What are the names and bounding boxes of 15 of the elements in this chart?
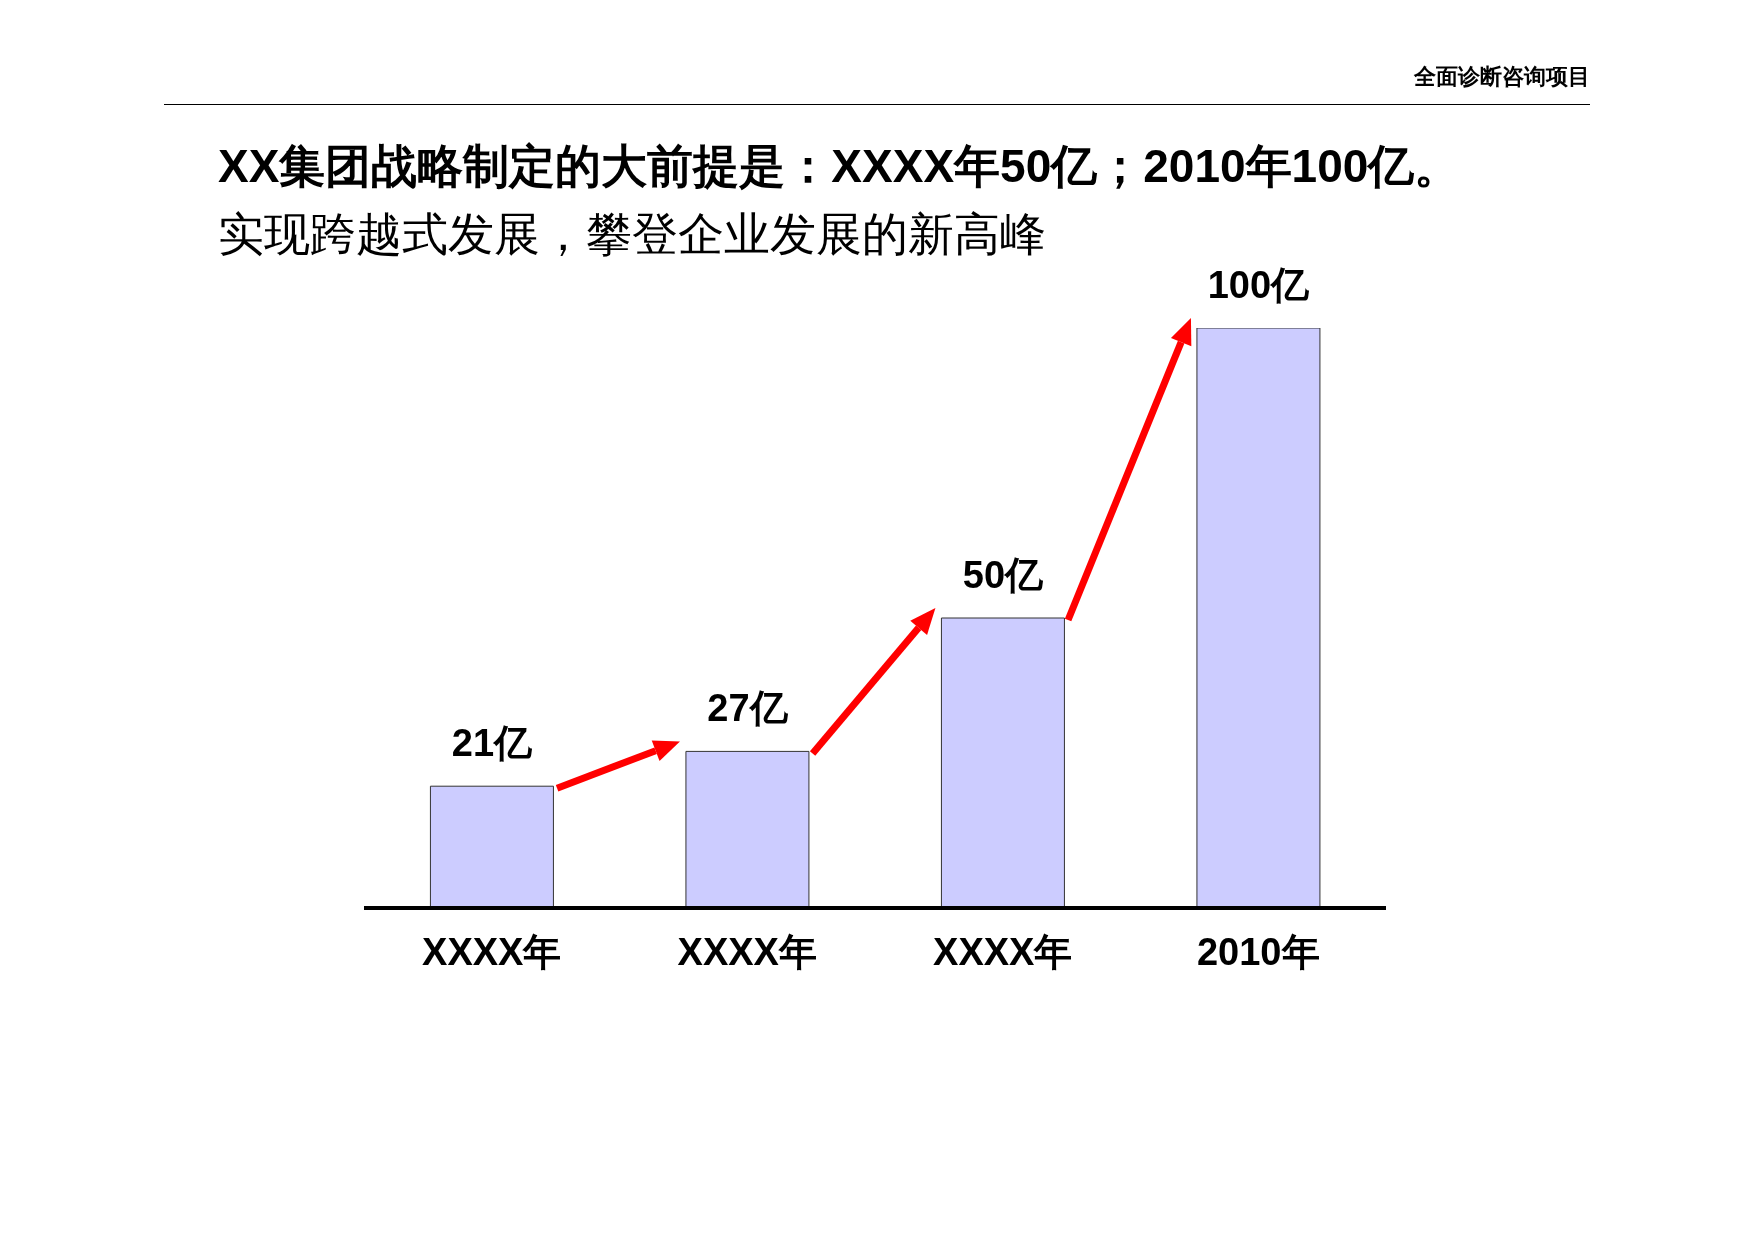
x-tick-label: XXXX年 <box>933 930 1073 973</box>
bar <box>685 750 810 908</box>
x-tick-label: 2010年 <box>1196 930 1320 973</box>
chart-subtitle: 实现跨越式发展，攀登企业发展的新高峰 <box>218 207 1046 262</box>
bar <box>429 785 554 908</box>
bar <box>940 617 1065 908</box>
x-tick-label: XXXX年 <box>677 930 817 973</box>
data-label: 27亿 <box>707 687 789 730</box>
x-tick-label: XXXX年 <box>422 930 562 973</box>
data-label: 100亿 <box>1207 264 1311 306</box>
bar <box>1196 328 1321 908</box>
data-label: 21亿 <box>451 722 534 765</box>
text: 全面诊断咨询项目 <box>1414 63 1590 91</box>
data-label: 50亿 <box>962 554 1045 596</box>
chart-title: XX集团战略制定的大前提是：XXXX年50亿；2010年100亿。 <box>218 139 1461 194</box>
